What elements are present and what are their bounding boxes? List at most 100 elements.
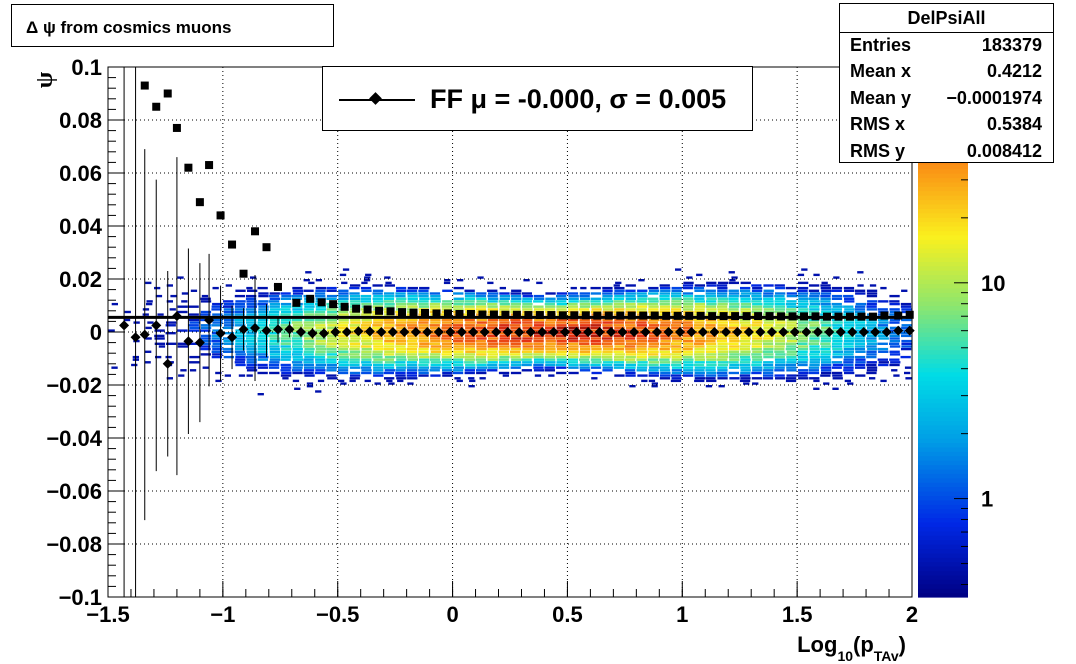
heatmap-cell [614, 318, 625, 322]
heatmap-cell [813, 379, 820, 383]
heatmap-cell [384, 284, 395, 287]
heatmap-cell [476, 361, 487, 364]
heatmap-cell [246, 366, 257, 369]
heatmap-cell [223, 337, 234, 340]
heatmap-cell [533, 321, 545, 324]
heatmap-cell [350, 326, 361, 330]
heatmap-cell [235, 363, 246, 367]
heatmap-cell [188, 329, 200, 332]
mean-diamond-marker [364, 326, 375, 337]
heatmap-cell [637, 361, 648, 364]
heatmap-cell [246, 337, 257, 340]
heatmap-cell [740, 334, 751, 338]
sigma-square-marker [251, 227, 260, 236]
heatmap-cell [499, 294, 510, 298]
heatmap-cell [498, 318, 509, 322]
heatmap-cell [798, 297, 809, 300]
heatmap-cell [384, 321, 395, 324]
heatmap-cell [671, 294, 682, 298]
heatmap-cell [731, 276, 738, 279]
heatmap-cell [568, 353, 579, 356]
heatmap-cell [832, 345, 843, 348]
heatmap-cell [900, 302, 912, 306]
heatmap-cell [315, 286, 326, 290]
heatmap-cell [728, 271, 735, 274]
heatmap-cell [659, 329, 670, 332]
heatmap-cell [499, 321, 510, 324]
heatmap-cell [499, 337, 510, 340]
mean-diamond-marker [194, 337, 205, 348]
heatmap-cell [694, 297, 705, 300]
heatmap-cell [372, 326, 383, 330]
heatmap-cell [808, 342, 819, 345]
heatmap-cell [556, 308, 567, 311]
heatmap-cell [349, 371, 361, 375]
heatmap-cell [797, 292, 809, 295]
heatmap-cell [774, 310, 785, 314]
heatmap-cell [349, 345, 361, 348]
heatmap-cell [533, 294, 544, 298]
heatmap-cell [774, 326, 785, 330]
heatmap-cell [739, 294, 750, 298]
heatmap-cell [349, 334, 361, 338]
colorbar-segment [918, 530, 968, 536]
heatmap-cell [740, 281, 751, 285]
heatmap-cell [487, 361, 498, 364]
sigma-square-marker [754, 312, 763, 321]
heatmap-cell [349, 292, 360, 295]
heatmap-cell [568, 334, 579, 338]
heatmap-cell [510, 347, 521, 351]
heatmap-cell [694, 355, 705, 359]
heatmap-cell [821, 371, 832, 375]
heatmap-cell [801, 268, 808, 271]
heatmap-cell [430, 334, 441, 338]
heatmap-cell [832, 350, 843, 353]
heatmap-cell [613, 361, 625, 364]
heatmap-cell [786, 324, 797, 327]
heatmap-cell [798, 371, 809, 375]
heatmap-cell [636, 300, 647, 303]
sigma-square-marker [195, 198, 204, 207]
heatmap-cell [636, 324, 647, 327]
heatmap-cell [590, 337, 602, 340]
heatmap-cell [752, 366, 763, 369]
heatmap-cell [292, 366, 303, 369]
heatmap-cell [625, 374, 636, 377]
heatmap-cell [453, 297, 464, 300]
heatmap-cell [717, 374, 728, 377]
heatmap-cell [145, 350, 152, 353]
heatmap-cell [384, 292, 395, 295]
heatmap-cell [499, 361, 510, 364]
heatmap-cell [567, 337, 579, 340]
heatmap-cell [820, 321, 831, 324]
heatmap-cell [147, 321, 154, 324]
heatmap-cell [671, 363, 682, 367]
stats-value: 183379 [981, 35, 1042, 55]
heatmap-cell [729, 377, 740, 380]
heatmap-cell [556, 363, 567, 367]
heatmap-cell [464, 347, 476, 351]
heatmap-cell [813, 387, 820, 390]
sigma-square-marker [719, 312, 728, 321]
heatmap-cell [901, 339, 912, 343]
mean-diamond-marker [250, 323, 261, 334]
y-tick-label: −0.06 [46, 479, 102, 504]
heatmap-cell [211, 305, 222, 308]
heatmap-cell [648, 337, 659, 340]
heatmap-cell [579, 342, 590, 345]
heatmap-cell [303, 334, 314, 338]
heatmap-cell [361, 371, 372, 375]
heatmap-cell [602, 308, 614, 311]
heatmap-cell [717, 366, 728, 369]
heatmap-cell [338, 297, 349, 300]
heatmap-cell [636, 366, 648, 369]
heatmap-cell [384, 324, 395, 327]
heatmap-cell [303, 361, 314, 364]
heatmap-cell [786, 366, 797, 369]
heatmap-cell [659, 308, 670, 311]
heatmap-cell [797, 286, 809, 290]
heatmap-cell [579, 363, 590, 367]
heatmap-cell [904, 366, 912, 369]
heatmap-cell [281, 339, 292, 343]
heatmap-cell [350, 297, 361, 300]
